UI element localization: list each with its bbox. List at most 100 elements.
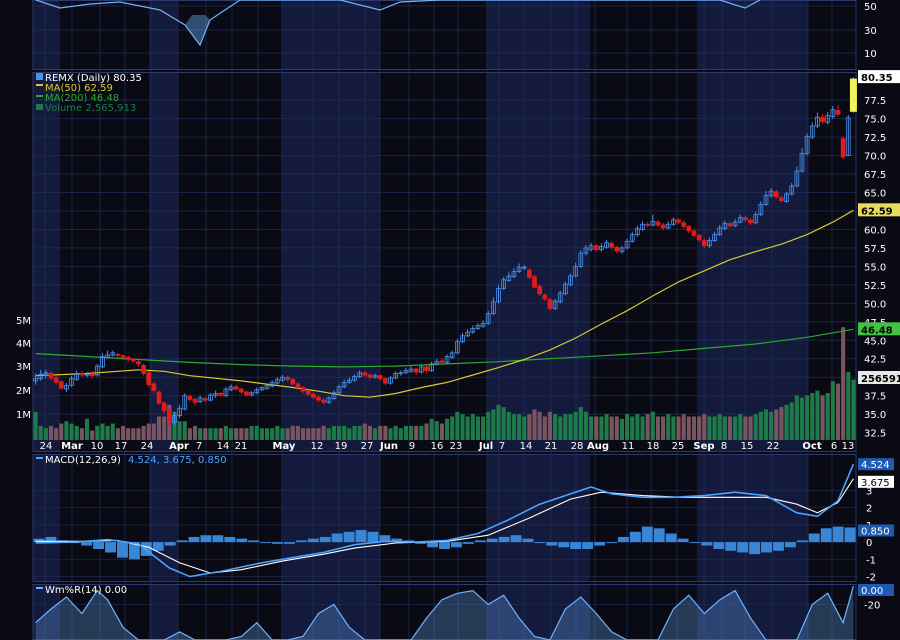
- volume-bar: [517, 414, 522, 440]
- wpr-tag-bg: [858, 584, 894, 596]
- volume-bar: [414, 425, 419, 440]
- month-band: [149, 0, 178, 70]
- candle-body: [285, 376, 290, 380]
- x-axis-label: 19: [335, 441, 348, 452]
- candle-body: [136, 361, 141, 365]
- candle-body: [455, 341, 460, 354]
- macd-histogram-bar: [45, 536, 57, 543]
- price-tick-label: 65.0: [864, 189, 886, 200]
- candle-body: [809, 125, 815, 138]
- volume-bar: [156, 416, 162, 440]
- candle-body: [413, 368, 419, 373]
- volume-bar: [105, 425, 110, 440]
- x-axis-label: 18: [647, 441, 660, 452]
- x-axis-label: 9: [409, 441, 415, 452]
- price-tick-label: 52.5: [864, 281, 886, 292]
- macd-histogram-bar: [773, 542, 784, 551]
- candle-body: [115, 353, 121, 356]
- volume-bar: [450, 416, 455, 440]
- volume-bar: [110, 423, 115, 440]
- candle-body: [629, 234, 635, 242]
- volume-bar: [424, 423, 429, 440]
- candle-body: [172, 415, 177, 423]
- volume-bar: [429, 418, 434, 440]
- candle-body: [151, 383, 157, 391]
- macd-histogram-bar: [295, 540, 307, 543]
- macd-histogram-bar: [439, 542, 450, 549]
- candle-body: [465, 331, 471, 337]
- volume-bar: [69, 423, 74, 440]
- signal-tag-bg: [858, 475, 894, 488]
- legend-swatch-price: [36, 73, 43, 80]
- candle-body: [249, 392, 254, 396]
- macd-histogram-bar: [641, 526, 653, 543]
- volume-bar: [244, 428, 249, 440]
- volume-bar: [563, 414, 568, 440]
- candle-body: [69, 378, 74, 386]
- volume-bar: [758, 411, 763, 440]
- volume-bar: [115, 428, 120, 440]
- volume-bar: [347, 428, 352, 440]
- volume-bar: [589, 416, 594, 440]
- price-tick-label: 32.5: [864, 429, 886, 440]
- candle-body: [444, 356, 450, 363]
- candle-body: [773, 191, 779, 198]
- candle-body: [624, 240, 630, 249]
- month-band: [697, 72, 808, 452]
- price-tick-label: 75.0: [864, 115, 886, 126]
- volume-bar: [398, 428, 403, 440]
- candle-body: [58, 381, 64, 389]
- macd-histogram-bar: [116, 542, 128, 558]
- volume-bar: [79, 428, 84, 440]
- candle-body: [815, 116, 820, 127]
- candle-body: [835, 110, 841, 115]
- macd-histogram-bar: [570, 542, 582, 549]
- candle-body: [748, 219, 753, 224]
- candle-body: [820, 116, 825, 122]
- volume-bar: [681, 414, 686, 440]
- volume-bar: [131, 428, 136, 440]
- volume-bar: [300, 428, 306, 440]
- candle-body: [352, 376, 357, 381]
- volume-bar: [146, 423, 151, 440]
- candle-body: [254, 389, 260, 394]
- volume-bar: [38, 425, 43, 440]
- macd-histogram-bar: [546, 542, 558, 546]
- candle-body: [429, 363, 434, 371]
- month-band: [487, 584, 590, 640]
- month-band: [33, 72, 60, 452]
- candle-body: [825, 115, 831, 123]
- volume-bar: [290, 425, 295, 440]
- candle-body: [485, 313, 491, 324]
- volume-bar: [481, 416, 486, 440]
- macd-histogram-bar: [200, 535, 212, 543]
- volume-bar: [522, 416, 527, 440]
- volume-bar: [403, 425, 408, 440]
- x-axis-label: 14: [520, 441, 533, 452]
- candle-body: [501, 279, 507, 289]
- month-band: [282, 584, 380, 640]
- volume-bar: [496, 404, 501, 440]
- candle-body: [593, 245, 599, 250]
- candle-body: [635, 228, 640, 236]
- volume-bar: [491, 409, 496, 440]
- candle-body: [737, 217, 743, 223]
- volume-bar: [64, 421, 69, 440]
- candle-body: [460, 335, 465, 343]
- candle-body: [125, 356, 131, 360]
- candle-body: [521, 266, 527, 269]
- macd-histogram-bar: [796, 540, 808, 543]
- x-axis-label: 22: [767, 441, 780, 452]
- volume-bar: [784, 404, 789, 440]
- macd-histogram-bar: [379, 535, 391, 543]
- volume-bar: [609, 416, 614, 440]
- candle-body: [341, 381, 347, 388]
- signal-tag: 3.675: [861, 478, 890, 489]
- candle-body: [326, 397, 332, 403]
- volume-bar: [409, 425, 414, 440]
- candle-body: [388, 377, 393, 384]
- candle-body: [161, 402, 167, 411]
- macd-histogram-bar: [33, 538, 45, 543]
- candle-body: [146, 372, 152, 385]
- candle-body: [141, 364, 146, 374]
